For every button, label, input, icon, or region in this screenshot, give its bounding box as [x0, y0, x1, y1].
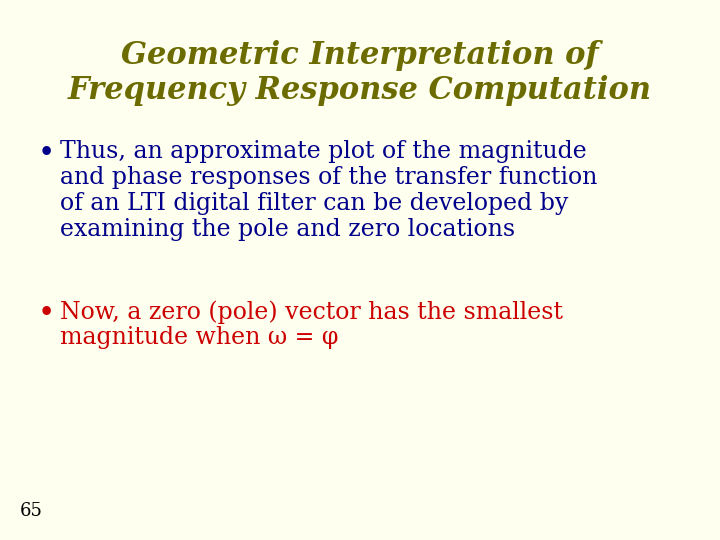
Text: Frequency Response Computation: Frequency Response Computation: [68, 75, 652, 106]
Text: magnitude when ω = φ: magnitude when ω = φ: [60, 326, 338, 349]
Text: 65: 65: [20, 502, 43, 520]
Text: Thus, an approximate plot of the magnitude: Thus, an approximate plot of the magnitu…: [60, 140, 587, 163]
Text: Now, a zero (pole) vector has the smallest: Now, a zero (pole) vector has the smalle…: [60, 300, 563, 323]
Text: •: •: [38, 140, 55, 168]
Text: and phase responses of the transfer function: and phase responses of the transfer func…: [60, 166, 598, 189]
Text: examining the pole and zero locations: examining the pole and zero locations: [60, 218, 515, 241]
Text: •: •: [38, 300, 55, 328]
Text: Geometric Interpretation of: Geometric Interpretation of: [121, 40, 599, 71]
Text: of an LTI digital filter can be developed by: of an LTI digital filter can be develope…: [60, 192, 568, 215]
